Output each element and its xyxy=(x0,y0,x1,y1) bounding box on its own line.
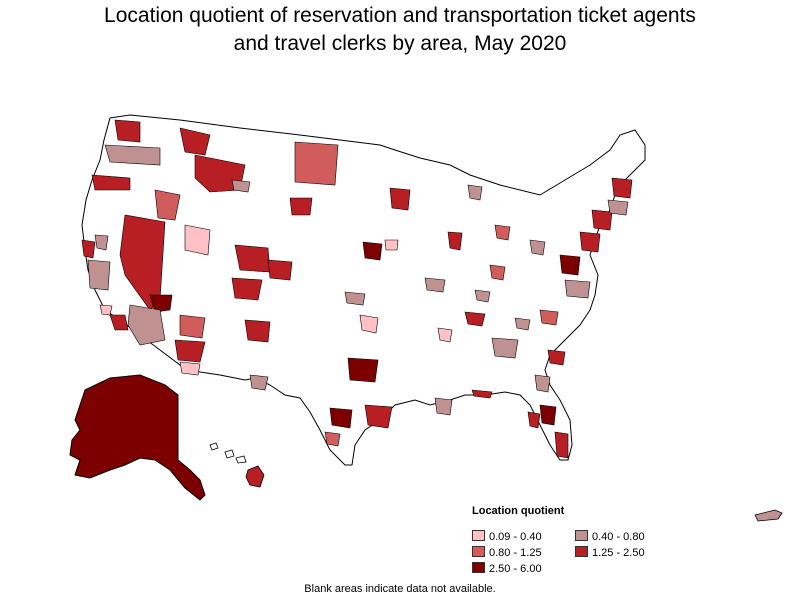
area-virginia xyxy=(564,279,591,299)
area-las-vegas xyxy=(149,294,173,313)
area-california-central xyxy=(87,259,111,291)
area-arkansas-brown xyxy=(344,291,366,306)
legend-swatch-3 xyxy=(472,546,485,557)
area-dc xyxy=(559,254,581,276)
legend: Location quotient 0.09 - 0.40 0.40 - 0.8… xyxy=(470,505,700,577)
area-chicago xyxy=(447,231,463,251)
area-arizona-north xyxy=(179,314,206,339)
legend-label-4: 1.25 - 2.50 xyxy=(592,547,645,559)
area-boston xyxy=(611,177,633,199)
area-sacramento xyxy=(94,234,109,251)
area-montana-pink xyxy=(231,179,251,193)
area-miami xyxy=(554,431,569,459)
area-denver xyxy=(267,259,293,281)
area-kansas-city xyxy=(362,241,383,261)
area-north-dakota xyxy=(294,141,339,186)
area-utah xyxy=(184,224,211,256)
legend-label-2: 0.40 - 0.80 xyxy=(592,531,645,543)
area-nashville xyxy=(464,311,486,327)
area-tucson xyxy=(179,361,201,376)
area-albuquerque xyxy=(244,319,271,343)
legend-label-5: 2.50 - 6.00 xyxy=(489,563,542,575)
area-dallas xyxy=(347,357,379,383)
area-south-carolina xyxy=(547,349,566,366)
legend-item-4: 1.25 - 2.50 xyxy=(575,546,645,559)
area-seattle xyxy=(114,119,141,143)
area-el-paso xyxy=(249,374,269,391)
legend-item-1: 0.09 - 0.40 xyxy=(472,530,542,543)
legend-title: Location quotient xyxy=(472,505,565,517)
area-orlando xyxy=(539,404,557,426)
area-houston xyxy=(364,404,393,429)
area-wyoming xyxy=(289,197,313,216)
legend-item-5: 2.50 - 6.00 xyxy=(472,562,542,575)
area-michigan-north xyxy=(467,184,483,201)
area-philadelphia xyxy=(579,231,601,253)
area-charlotte xyxy=(539,309,559,326)
area-austin xyxy=(329,407,353,429)
area-atlanta xyxy=(491,337,519,359)
title-line-1: Location quotient of reservation and tra… xyxy=(104,4,696,27)
legend-item-2: 0.40 - 0.80 xyxy=(575,530,645,543)
alaska xyxy=(69,374,206,501)
area-washington-east xyxy=(179,127,211,156)
area-jacksonville xyxy=(534,374,551,393)
area-nebraska-pink xyxy=(384,239,399,251)
legend-item-3: 0.80 - 1.25 xyxy=(472,546,542,559)
hawaii xyxy=(209,442,265,488)
area-knoxville xyxy=(514,317,531,331)
page-title: Location quotient of reservation and tra… xyxy=(0,2,800,58)
area-new-york xyxy=(591,209,613,231)
title-line-2: and travel clerks by area, May 2020 xyxy=(233,32,567,55)
area-corpus-christi xyxy=(324,431,341,447)
legend-swatch-5 xyxy=(472,562,485,573)
puerto-rico xyxy=(754,509,783,522)
area-colorado-south xyxy=(231,277,263,301)
area-santa-barbara xyxy=(99,304,113,316)
legend-swatch-4 xyxy=(575,546,588,557)
area-oregon xyxy=(91,174,131,191)
area-new-england xyxy=(607,199,629,216)
area-pittsburgh xyxy=(529,239,546,256)
area-new-orleans xyxy=(434,397,453,416)
areas xyxy=(81,119,633,459)
area-cincinnati xyxy=(489,264,506,281)
area-memphis xyxy=(437,327,453,343)
area-oregon-north xyxy=(104,144,161,166)
area-gulf-coast xyxy=(471,389,493,399)
legend-swatch-2 xyxy=(575,530,588,541)
area-southern-california xyxy=(127,304,166,346)
area-louisville xyxy=(474,289,491,303)
area-minneapolis xyxy=(389,187,411,211)
area-detroit xyxy=(494,224,511,241)
area-tampa xyxy=(527,411,541,429)
area-colorado xyxy=(234,244,271,273)
area-bay-area xyxy=(81,239,96,259)
legend-swatch-1 xyxy=(472,530,485,541)
area-oklahoma xyxy=(359,314,379,334)
area-san-diego xyxy=(109,314,129,331)
footnote: Blank areas indicate data not available. xyxy=(304,583,496,595)
area-boise xyxy=(154,189,181,221)
area-phoenix xyxy=(174,339,206,363)
legend-label-1: 0.09 - 0.40 xyxy=(489,531,542,543)
area-missouri-brown xyxy=(424,277,446,293)
legend-label-3: 0.80 - 1.25 xyxy=(489,547,542,559)
